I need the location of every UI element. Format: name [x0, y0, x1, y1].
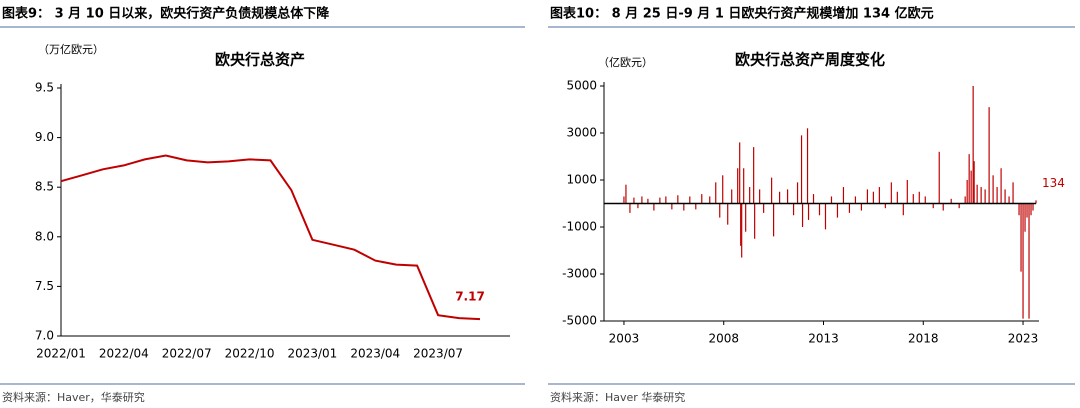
x-tick-label: 2022/01 [36, 347, 86, 361]
y-axis-label: （万亿欧元） [38, 43, 104, 56]
y-tick-label: -1000 [562, 220, 597, 234]
x-tick-label: 2022/04 [99, 347, 149, 361]
x-tick-label: 2008 [708, 332, 739, 346]
y-tick-label: 8.5 [35, 180, 54, 194]
y-tick-label: 9.0 [35, 130, 54, 144]
chart-title: 欧央行总资产周度变化 [735, 51, 885, 69]
x-tick-label: 2023/01 [287, 347, 337, 361]
y-tick-label: 8.0 [35, 229, 54, 243]
x-tick-label: 2023/04 [350, 347, 400, 361]
chart-header: 图表10： 8 月 25 日-9 月 1 日欧央行资产规模增加 134 亿欧元 [550, 6, 934, 22]
last-value-label: 7.17 [455, 290, 485, 304]
x-tick-label: 2018 [908, 332, 939, 346]
x-tick-label: 2023/07 [413, 347, 463, 361]
x-tick-label: 2022/07 [162, 347, 212, 361]
chart-header: 图表9： 3 月 10 日以来，欧央行资产负债规模总体下降 [2, 6, 330, 22]
x-tick-label: 2003 [609, 332, 640, 346]
source-note: 资料来源：Haver，华泰研究 [2, 390, 145, 404]
chart-title: 欧央行总资产 [215, 51, 305, 69]
y-tick-label: 3000 [566, 126, 597, 140]
y-axis-label: （亿欧元） [598, 56, 653, 69]
x-tick-label: 2023 [1008, 332, 1039, 346]
x-tick-label: 2022/10 [225, 347, 275, 361]
y-tick-label: 5000 [566, 79, 597, 93]
y-tick-label: 7.5 [35, 279, 54, 293]
series-line [60, 154, 481, 321]
y-tick-label: 7.0 [35, 329, 54, 343]
y-tick-label: 1000 [566, 173, 597, 187]
x-tick-label: 2013 [808, 332, 839, 346]
source-note: 资料来源：Haver 华泰研究 [550, 390, 685, 404]
y-tick-label: -3000 [562, 267, 597, 281]
y-tick-label: -5000 [562, 314, 597, 328]
last-value-label: 134 [1042, 176, 1065, 190]
y-tick-label: 9.5 [35, 81, 54, 95]
